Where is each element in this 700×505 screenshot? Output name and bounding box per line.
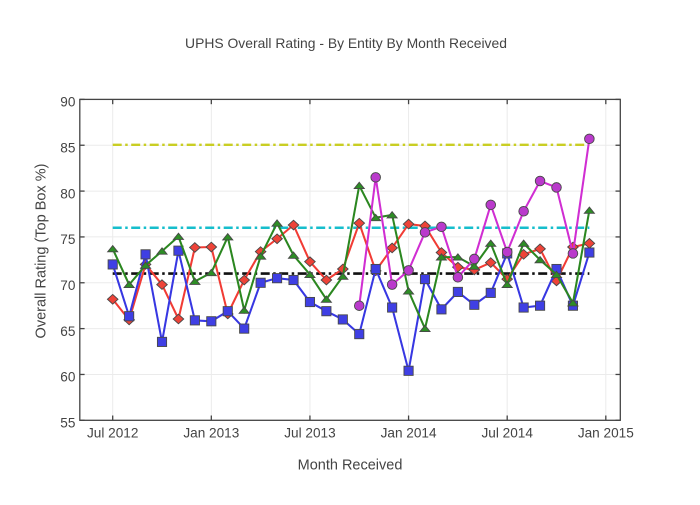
svg-text:Jan 2013: Jan 2013 [183, 425, 239, 440]
svg-text:70: 70 [60, 278, 76, 293]
svg-text:Month Received: Month Received [298, 458, 403, 474]
svg-text:Jul 2012: Jul 2012 [87, 425, 138, 440]
svg-text:Jan 2014: Jan 2014 [381, 425, 437, 440]
svg-text:90: 90 [60, 95, 76, 110]
svg-text:80: 80 [60, 186, 76, 201]
svg-text:Overall Rating (Top Box %): Overall Rating (Top Box %) [34, 164, 50, 339]
svg-text:55: 55 [60, 416, 75, 431]
svg-text:Jul 2013: Jul 2013 [284, 425, 335, 440]
svg-text:Jul 2014: Jul 2014 [481, 425, 533, 440]
svg-text:UPHS Overall Rating - By Entit: UPHS Overall Rating - By Entity By Month… [185, 35, 507, 51]
svg-text:60: 60 [60, 370, 76, 385]
svg-text:75: 75 [60, 232, 75, 247]
svg-text:Jan 2015: Jan 2015 [578, 425, 634, 440]
svg-text:85: 85 [60, 140, 75, 155]
svg-text:65: 65 [60, 324, 75, 339]
